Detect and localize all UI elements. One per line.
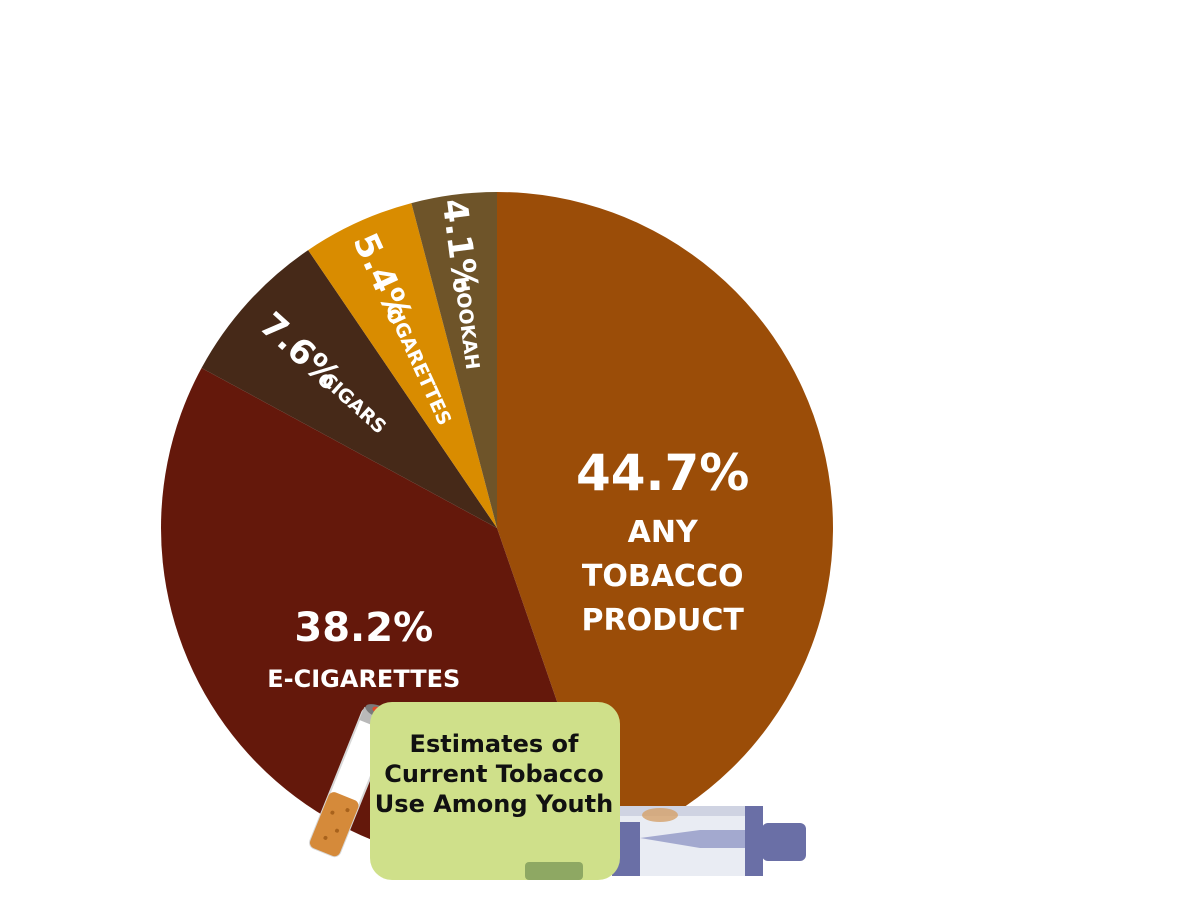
pie-slice-hookah [411, 192, 497, 528]
category-label-any-tobacco-product: ANY [628, 515, 699, 550]
category-label-any-tobacco-product: PRODUCT [582, 603, 745, 638]
vape-cartridge-icon [612, 806, 806, 876]
caption-line-2: Current Tobacco [384, 760, 604, 788]
pie-slice-cigars [201, 250, 497, 528]
caption-background [370, 702, 620, 880]
value-label-e-cigarettes: 38.2% [294, 605, 433, 651]
pie-slice-any-tobacco-product [497, 192, 833, 846]
caption-box: Estimates of Current Tobacco Use Among Y… [370, 702, 620, 880]
pie-labels: 44.7%ANYTOBACCOPRODUCT38.2%E-CIGARETTES7… [252, 197, 750, 694]
caption-tab [525, 862, 583, 880]
pie-slices [161, 192, 833, 864]
category-label-e-cigarettes: E-CIGARETTES [267, 665, 460, 693]
value-label-any-tobacco-product: 44.7% [576, 444, 749, 502]
pie-slice-cigarettes [308, 203, 497, 528]
category-label-any-tobacco-product: TOBACCO [582, 559, 744, 594]
caption-line-1: Estimates of [410, 730, 579, 758]
caption-line-3: Use Among Youth [375, 790, 613, 818]
